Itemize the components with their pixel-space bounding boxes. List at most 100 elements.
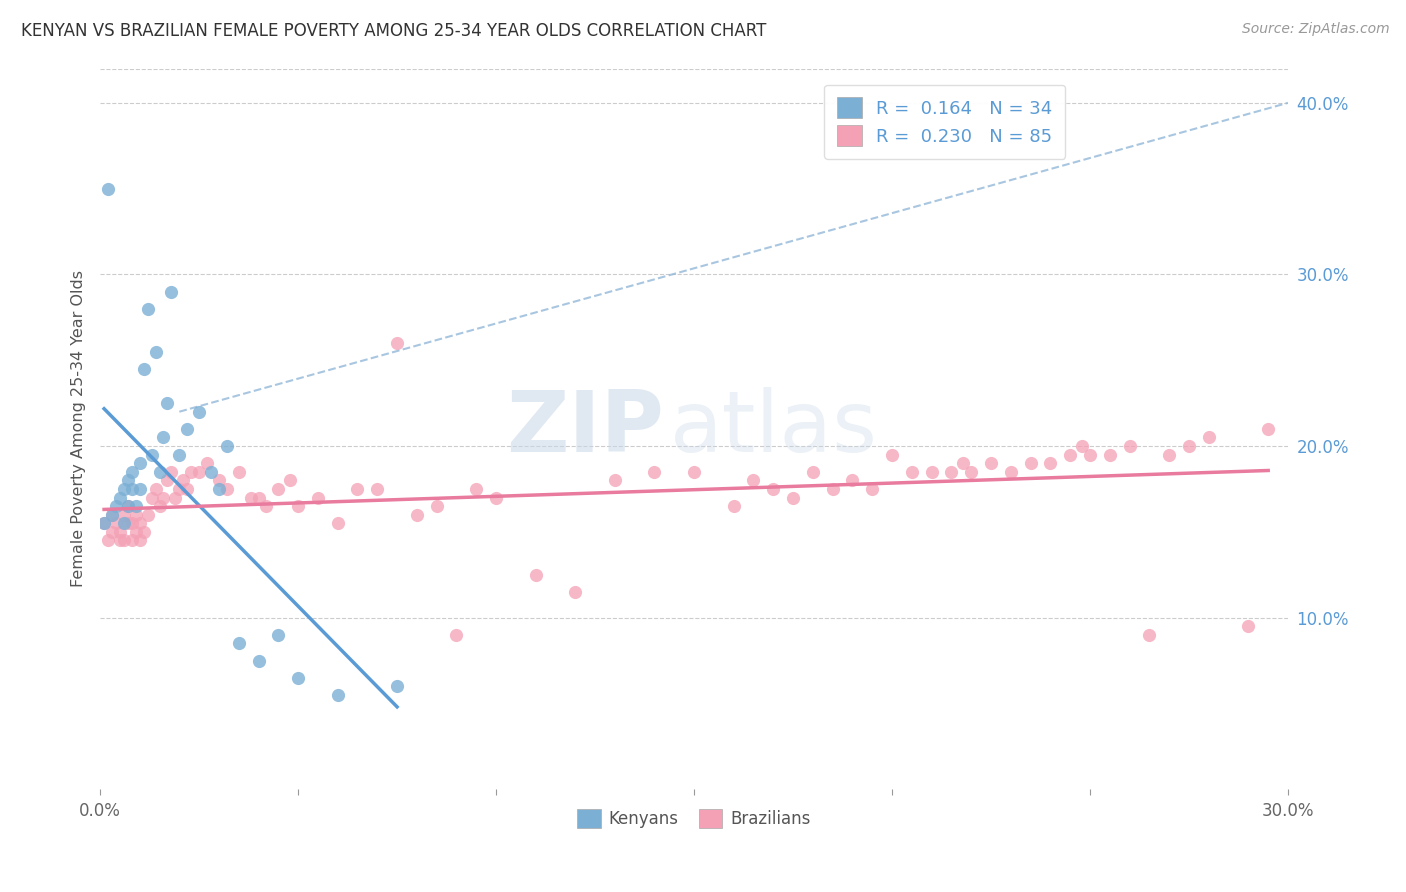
Point bbox=[366, 482, 388, 496]
Point bbox=[112, 516, 135, 531]
Text: KENYAN VS BRAZILIAN FEMALE POVERTY AMONG 25-34 YEAR OLDS CORRELATION CHART: KENYAN VS BRAZILIAN FEMALE POVERTY AMONG… bbox=[21, 22, 766, 40]
Point bbox=[901, 465, 924, 479]
Point bbox=[267, 628, 290, 642]
Point bbox=[176, 482, 198, 496]
Point bbox=[101, 508, 124, 522]
Point bbox=[121, 516, 143, 531]
Point bbox=[136, 508, 159, 522]
Point bbox=[941, 465, 963, 479]
Point bbox=[307, 491, 329, 505]
Point bbox=[156, 396, 179, 410]
Point bbox=[128, 456, 150, 470]
Point bbox=[1059, 448, 1081, 462]
Point bbox=[121, 465, 143, 479]
Point bbox=[1098, 448, 1121, 462]
Point bbox=[145, 482, 167, 496]
Point bbox=[156, 474, 179, 488]
Point bbox=[1000, 465, 1022, 479]
Point bbox=[128, 516, 150, 531]
Point bbox=[385, 679, 408, 693]
Point bbox=[117, 499, 139, 513]
Point bbox=[180, 465, 202, 479]
Point bbox=[287, 499, 309, 513]
Point bbox=[208, 474, 231, 488]
Point bbox=[801, 465, 824, 479]
Point bbox=[108, 491, 131, 505]
Point bbox=[165, 491, 187, 505]
Legend: Kenyans, Brazilians: Kenyans, Brazilians bbox=[571, 803, 817, 835]
Point bbox=[254, 499, 277, 513]
Point bbox=[326, 516, 349, 531]
Point bbox=[215, 482, 238, 496]
Text: ZIP: ZIP bbox=[506, 387, 665, 470]
Point bbox=[112, 533, 135, 548]
Point bbox=[152, 491, 174, 505]
Point bbox=[485, 491, 508, 505]
Point bbox=[228, 636, 250, 650]
Point bbox=[1019, 456, 1042, 470]
Y-axis label: Female Poverty Among 25-34 Year Olds: Female Poverty Among 25-34 Year Olds bbox=[72, 270, 86, 587]
Point bbox=[1071, 439, 1094, 453]
Point bbox=[821, 482, 844, 496]
Point bbox=[465, 482, 488, 496]
Point bbox=[921, 465, 943, 479]
Point bbox=[97, 533, 120, 548]
Point bbox=[128, 482, 150, 496]
Point bbox=[97, 181, 120, 195]
Point bbox=[169, 448, 191, 462]
Point bbox=[128, 533, 150, 548]
Point bbox=[524, 567, 547, 582]
Point bbox=[93, 516, 115, 531]
Point bbox=[564, 585, 586, 599]
Point bbox=[132, 361, 155, 376]
Point bbox=[148, 465, 170, 479]
Point bbox=[247, 653, 270, 667]
Point bbox=[1137, 628, 1160, 642]
Point bbox=[742, 474, 765, 488]
Point bbox=[125, 499, 148, 513]
Point bbox=[239, 491, 262, 505]
Point bbox=[267, 482, 290, 496]
Point bbox=[101, 524, 124, 539]
Point bbox=[762, 482, 785, 496]
Point bbox=[278, 474, 301, 488]
Point bbox=[104, 516, 127, 531]
Point bbox=[385, 336, 408, 351]
Text: atlas: atlas bbox=[671, 387, 879, 470]
Point bbox=[980, 456, 1002, 470]
Point bbox=[108, 524, 131, 539]
Point bbox=[841, 474, 863, 488]
Point bbox=[406, 508, 429, 522]
Point bbox=[176, 422, 198, 436]
Point bbox=[287, 671, 309, 685]
Point bbox=[426, 499, 449, 513]
Point bbox=[228, 465, 250, 479]
Point bbox=[117, 499, 139, 513]
Point bbox=[1257, 422, 1279, 436]
Point bbox=[1159, 448, 1181, 462]
Point bbox=[160, 285, 183, 299]
Point bbox=[117, 516, 139, 531]
Point bbox=[195, 456, 218, 470]
Point bbox=[145, 344, 167, 359]
Point bbox=[117, 474, 139, 488]
Point bbox=[880, 448, 903, 462]
Point bbox=[160, 465, 183, 479]
Point bbox=[782, 491, 804, 505]
Point bbox=[132, 524, 155, 539]
Point bbox=[326, 688, 349, 702]
Point bbox=[1198, 430, 1220, 444]
Point bbox=[952, 456, 974, 470]
Point bbox=[643, 465, 665, 479]
Point bbox=[121, 533, 143, 548]
Point bbox=[141, 448, 163, 462]
Point bbox=[1118, 439, 1140, 453]
Point bbox=[446, 628, 468, 642]
Point bbox=[603, 474, 626, 488]
Point bbox=[346, 482, 368, 496]
Point bbox=[112, 482, 135, 496]
Text: Source: ZipAtlas.com: Source: ZipAtlas.com bbox=[1241, 22, 1389, 37]
Point bbox=[125, 524, 148, 539]
Point bbox=[1178, 439, 1201, 453]
Point bbox=[683, 465, 706, 479]
